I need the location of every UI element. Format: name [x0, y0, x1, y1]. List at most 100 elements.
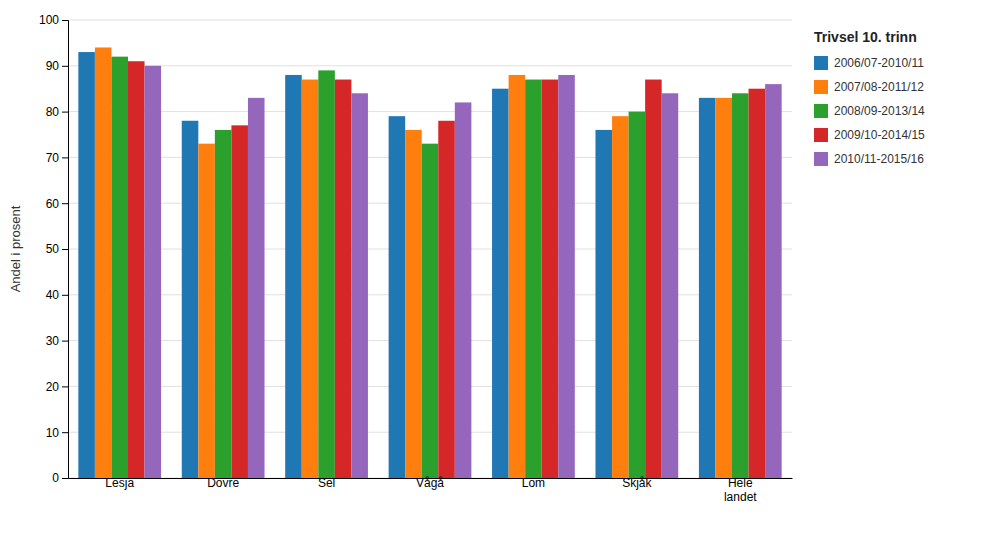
y-tick: 30: [46, 334, 68, 348]
y-tick-label: 60: [46, 197, 60, 211]
x-tick: Sel: [318, 476, 335, 490]
y-tick-mark: [62, 203, 68, 204]
bar: [95, 47, 112, 478]
x-tick-label: Lom: [522, 476, 545, 490]
x-tick-label: Helelandet: [724, 476, 757, 504]
y-tick-mark: [62, 295, 68, 296]
chart: 0102030405060708090100LesjaDovreSelVågåL…: [0, 0, 982, 536]
bar: [318, 70, 335, 478]
x-axis: Lesja Dovre Sel Vågå Lom Skjåk Helelandet: [69, 476, 793, 504]
y-tick-mark: [62, 20, 68, 21]
x-tick-label-line: Sel: [318, 476, 335, 490]
y-tick-label: 70: [46, 151, 60, 165]
bar: [645, 80, 662, 478]
bar: [438, 121, 455, 478]
y-axis-title: Andel i prosent: [8, 205, 23, 292]
bar: [612, 116, 629, 478]
legend-label: 2009/10-2014/15: [834, 128, 925, 142]
bar-series: [78, 52, 715, 478]
y-tick: 70: [46, 151, 68, 165]
bar: [509, 75, 526, 478]
legend-item: 2007/08-2011/12: [814, 80, 924, 94]
bar-series: [95, 47, 732, 478]
bar: [182, 121, 199, 478]
y-tick: 100: [39, 13, 68, 27]
bar: [335, 80, 352, 478]
y-axis-line: [62, 21, 69, 479]
bar: [215, 130, 232, 478]
legend-item: 2009/10-2014/15: [814, 128, 925, 142]
y-tick-mark: [62, 112, 68, 113]
x-tick: Lesja: [105, 476, 134, 490]
grid-line: [68, 111, 792, 112]
y-tick-label: 30: [46, 334, 60, 348]
y-tick: 90: [46, 59, 68, 73]
y-tick: 60: [46, 197, 68, 211]
x-tick-label: Sel: [318, 476, 335, 490]
grid-line: [68, 20, 792, 21]
bar: [405, 130, 422, 478]
y-tick: 10: [46, 426, 68, 440]
y-tick-label: 10: [46, 426, 60, 440]
y-tick: 80: [46, 105, 68, 119]
x-tick-label: Vågå: [416, 476, 444, 490]
legend-label: 2007/08-2011/12: [834, 80, 924, 94]
bar: [525, 80, 542, 478]
bar: [492, 89, 509, 478]
x-tick-label-line: Lesja: [105, 476, 134, 490]
x-tick-label: Dovre: [207, 476, 239, 490]
bar-series: [128, 61, 765, 478]
legend-swatch: [814, 104, 828, 118]
legend-swatch: [814, 80, 828, 94]
legend-item: 2010/11-2015/16: [814, 152, 924, 166]
bar: [128, 61, 145, 478]
x-tick-label-line: Dovre: [207, 476, 239, 490]
bar: [455, 102, 472, 478]
plot-area: 0102030405060708090100LesjaDovreSelVågåL…: [8, 13, 925, 503]
x-tick: Dovre: [207, 476, 239, 490]
grid-line: [68, 65, 792, 66]
legend: Trivsel 10. trinn2006/07-2010/112007/08-…: [814, 29, 925, 166]
x-tick: Vågå: [416, 476, 444, 490]
legend-label: 2008/09-2013/14: [834, 104, 925, 118]
legend-item: 2006/07-2010/11: [814, 56, 924, 70]
y-tick: 40: [46, 288, 68, 302]
y-tick-label: 20: [46, 380, 60, 394]
y-tick: 20: [46, 380, 68, 394]
bar: [302, 80, 319, 478]
bar-series: [111, 57, 748, 478]
y-tick-mark: [62, 249, 68, 250]
grid: [68, 20, 792, 478]
legend-swatch: [814, 56, 828, 70]
legend-label: 2006/07-2010/11: [834, 56, 924, 70]
bar: [145, 66, 162, 478]
bar-series: [145, 66, 782, 478]
y-tick-mark: [62, 157, 68, 158]
bar: [389, 116, 406, 478]
y-tick-label: 0: [52, 471, 59, 485]
x-tick: Skjåk: [622, 476, 652, 490]
y-tick-mark: [62, 432, 68, 433]
x-tick-label-line: Skjåk: [622, 476, 652, 490]
legend-swatch: [814, 152, 828, 166]
x-tick: Helelandet: [724, 476, 757, 504]
y-tick-label: 80: [46, 105, 60, 119]
y-axis: 0102030405060708090100: [39, 13, 69, 485]
y-tick-label: 100: [39, 13, 59, 27]
bar: [662, 93, 679, 478]
y-tick-mark: [62, 386, 68, 387]
x-tick-label: Skjåk: [622, 476, 652, 490]
bar: [78, 52, 95, 478]
bar: [285, 75, 302, 478]
x-tick-label: Lesja: [105, 476, 134, 490]
x-tick: Lom: [522, 476, 545, 490]
legend-swatch: [814, 128, 828, 142]
bar: [629, 112, 646, 478]
bar: [699, 98, 716, 478]
y-tick-mark: [62, 66, 68, 67]
bar: [732, 93, 749, 478]
bar: [542, 80, 559, 478]
bar: [111, 57, 128, 478]
bar: [715, 98, 732, 478]
y-tick-mark: [62, 341, 68, 342]
